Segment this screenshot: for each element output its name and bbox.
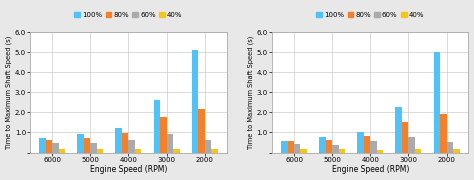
Bar — [434, 52, 440, 152]
Bar — [288, 141, 294, 152]
Bar — [122, 134, 128, 152]
Bar — [326, 140, 332, 152]
Bar — [370, 141, 377, 152]
Legend: 100%, 80%, 60%, 40%: 100%, 80%, 60%, 40% — [72, 10, 185, 21]
Bar — [46, 140, 52, 152]
Bar — [294, 145, 301, 152]
Y-axis label: Time to Maximum Shaft Speed (s): Time to Maximum Shaft Speed (s) — [247, 36, 254, 149]
Bar — [395, 107, 402, 152]
Bar — [154, 100, 160, 152]
Bar — [402, 122, 409, 152]
X-axis label: Engine Speed (RPM): Engine Speed (RPM) — [332, 165, 409, 174]
Bar — [39, 138, 46, 152]
Bar — [77, 134, 84, 152]
Bar — [357, 132, 364, 152]
Bar — [198, 109, 205, 152]
Bar — [135, 149, 141, 152]
Bar — [319, 138, 326, 152]
Bar — [332, 145, 338, 152]
Bar — [338, 149, 345, 152]
Y-axis label: Time to Maximum Shaft Speed (s): Time to Maximum Shaft Speed (s) — [6, 36, 12, 149]
Bar — [97, 149, 103, 152]
X-axis label: Engine Speed (RPM): Engine Speed (RPM) — [90, 165, 167, 174]
Bar — [128, 140, 135, 152]
Bar — [84, 138, 90, 152]
Bar — [281, 141, 288, 152]
Bar — [453, 149, 459, 152]
Bar — [205, 140, 211, 152]
Bar — [409, 138, 415, 152]
Bar — [59, 149, 65, 152]
Bar — [166, 134, 173, 152]
Bar — [440, 114, 447, 152]
Bar — [364, 136, 370, 152]
Bar — [377, 150, 383, 152]
Bar — [191, 50, 198, 152]
Bar — [173, 149, 180, 152]
Bar — [447, 143, 453, 152]
Bar — [301, 149, 307, 152]
Bar — [116, 129, 122, 152]
Bar — [415, 149, 421, 152]
Bar — [90, 143, 97, 152]
Bar — [160, 118, 166, 152]
Bar — [52, 143, 59, 152]
Bar — [211, 149, 218, 152]
Legend: 100%, 80%, 60%, 40%: 100%, 80%, 60%, 40% — [314, 10, 427, 21]
